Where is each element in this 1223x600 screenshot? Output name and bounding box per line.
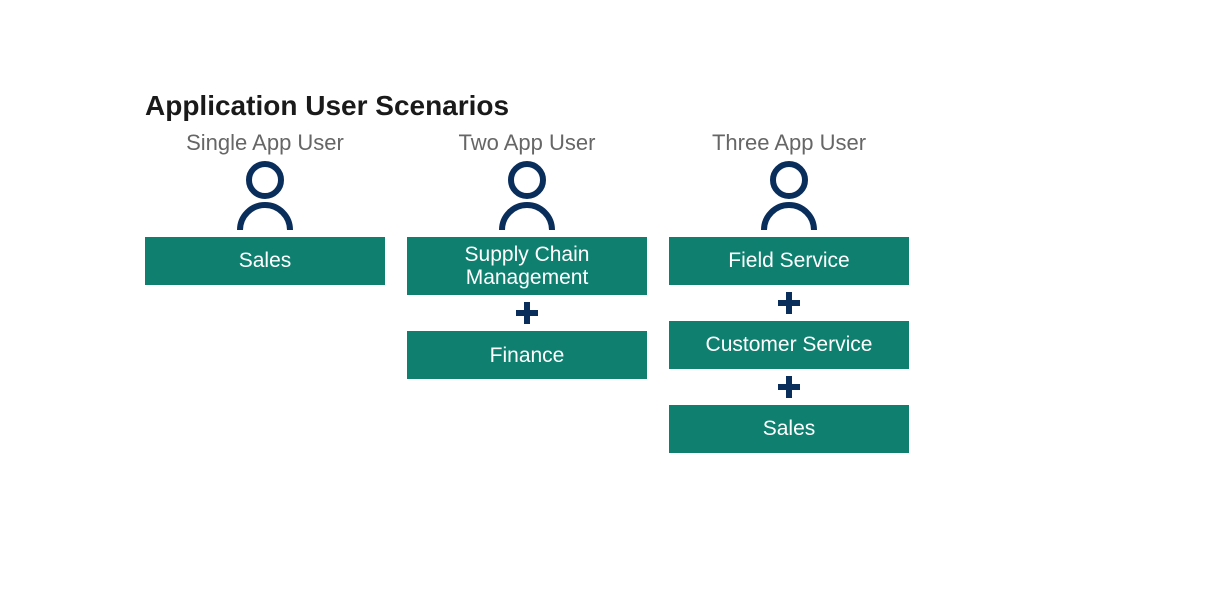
app-box: Customer Service bbox=[669, 321, 909, 369]
scenario-column-three: Three App User Field Service Customer Se… bbox=[669, 130, 909, 453]
column-header: Single App User bbox=[186, 130, 344, 156]
diagram-title: Application User Scenarios bbox=[145, 90, 1223, 122]
person-icon bbox=[492, 158, 562, 233]
app-box: Sales bbox=[669, 405, 909, 453]
plus-icon bbox=[513, 299, 541, 327]
plus-icon bbox=[775, 289, 803, 317]
column-header: Two App User bbox=[459, 130, 596, 156]
app-box: Sales bbox=[145, 237, 385, 285]
plus-icon bbox=[775, 373, 803, 401]
scenario-column-single: Single App User Sales bbox=[145, 130, 385, 453]
diagram-columns: Single App User Sales Two App User Suppl… bbox=[145, 130, 1223, 453]
app-box: Field Service bbox=[669, 237, 909, 285]
person-icon bbox=[754, 158, 824, 233]
person-icon bbox=[230, 158, 300, 233]
column-header: Three App User bbox=[712, 130, 866, 156]
app-box: Finance bbox=[407, 331, 647, 379]
app-box: Supply Chain Management bbox=[407, 237, 647, 295]
scenario-column-two: Two App User Supply Chain Management Fin… bbox=[407, 130, 647, 453]
